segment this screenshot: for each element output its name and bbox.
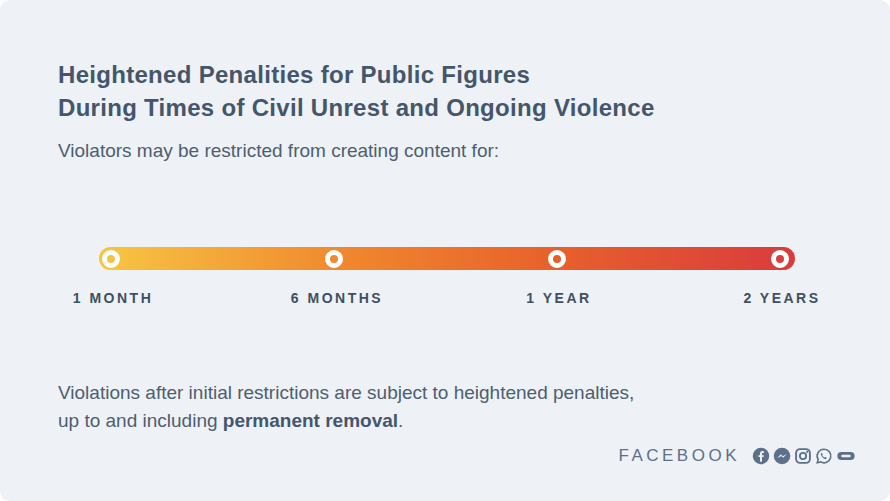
footer-brand-row: FACEBOOK [618, 446, 856, 466]
social-icon-group [752, 447, 856, 465]
title-line-2: During Times of Civil Unrest and Ongoing… [58, 94, 655, 121]
footnote-line-2-prefix: up to and including [58, 410, 223, 431]
timeline-marker-2-years [771, 250, 789, 268]
facebook-wordmark: FACEBOOK [618, 446, 740, 466]
oculus-icon [836, 447, 856, 465]
tick-label-6-months: 6 MONTHS [291, 290, 383, 306]
timeline-marker-1-month [102, 250, 120, 268]
tick-label-1-year: 1 YEAR [526, 290, 591, 306]
footnote-bold-phrase: permanent removal [223, 410, 398, 431]
tick-label-2-years: 2 YEARS [743, 290, 820, 306]
infographic-card: Heightened Penalities for Public Figures… [0, 0, 890, 501]
tick-label-1-month: 1 MONTH [73, 290, 154, 306]
timeline-gradient-bar [99, 247, 795, 270]
footnote-line-1: Violations after initial restrictions ar… [58, 382, 634, 403]
facebook-icon [752, 447, 770, 465]
title-line-1: Heightened Penalities for Public Figures [58, 61, 530, 88]
footnote-line-2-suffix: . [398, 410, 403, 431]
footnote: Violations after initial restrictions ar… [58, 379, 634, 435]
timeline-marker-6-months [325, 250, 343, 268]
instagram-icon [794, 447, 812, 465]
subtitle: Violators may be restricted from creatin… [58, 140, 499, 162]
whatsapp-icon [815, 447, 833, 465]
timeline-marker-1-year [548, 250, 566, 268]
page-title: Heightened Penalities for Public Figures… [58, 58, 655, 124]
messenger-icon [773, 447, 791, 465]
